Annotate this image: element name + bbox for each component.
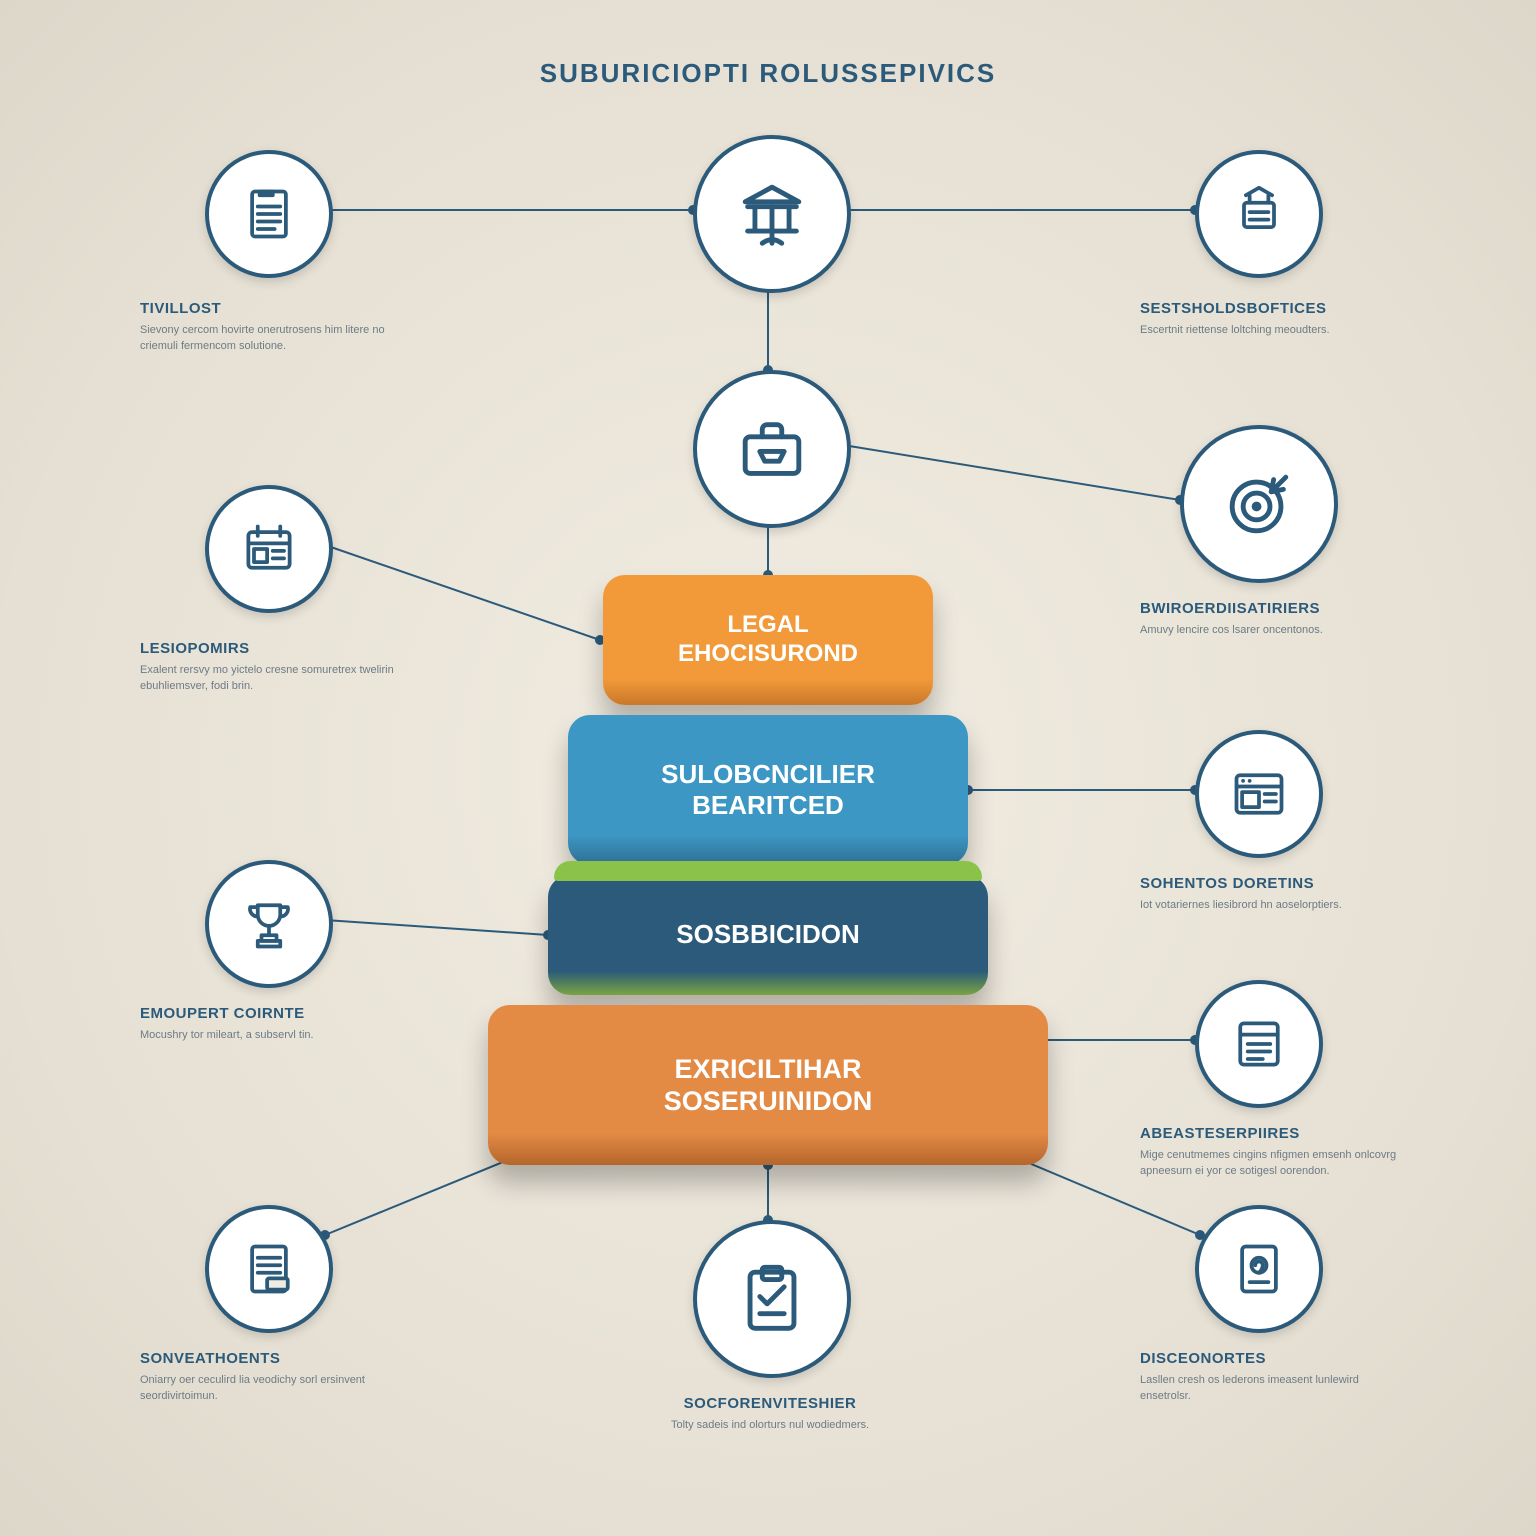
caption-title: SOHENTOS DORETINS xyxy=(1140,875,1400,892)
stack-block-b3: SOSBBICIDON xyxy=(548,875,988,995)
document-icon xyxy=(239,184,299,244)
caption-n-list-2: ABEASTESERPIIRES Mige cenutmemes cingins … xyxy=(1140,1125,1400,1180)
signboard-icon xyxy=(1229,184,1289,244)
node-n-cal-left xyxy=(205,485,333,613)
file-drop-icon xyxy=(1229,1239,1289,1299)
node-n-top-right xyxy=(1195,150,1323,278)
target-icon xyxy=(1220,465,1298,543)
clipboard-icon xyxy=(733,1260,811,1338)
node-n-top-mid xyxy=(693,135,851,293)
stack-block-label: SOSBBICIDON xyxy=(676,919,859,950)
node-n-top-left xyxy=(205,150,333,278)
caption-n-clip: SOCFORENVITESHIER Tolty sadeis ind olortu… xyxy=(620,1395,920,1434)
caption-title: LESIOPOMIRS xyxy=(140,640,400,657)
caption-body: Amuvy lencire cos lsarer oncentonos. xyxy=(1140,623,1400,639)
caption-title: EMOUPERT COIRNTE xyxy=(140,1005,400,1022)
node-n-window xyxy=(1195,730,1323,858)
caption-title: BWIROERDIISATIRIERS xyxy=(1140,600,1400,617)
caption-n-top-right: SESTSHOLDSBOFTICES Escertnit riettense lo… xyxy=(1140,300,1400,339)
caption-body: Lasllen cresh os lederons imeasent lunle… xyxy=(1140,1373,1400,1405)
caption-title: SESTSHOLDSBOFTICES xyxy=(1140,300,1400,317)
node-n-target xyxy=(1180,425,1338,583)
node-n-file-br xyxy=(1195,1205,1323,1333)
caption-title: SOCFORENVITESHIER xyxy=(620,1395,920,1412)
caption-n-top-left: TIVILLOST Sievony cercom hovirte onerutro… xyxy=(140,300,400,355)
caption-body: Exalent rersvy mo yictelo cresne somuret… xyxy=(140,663,400,695)
caption-body: Iot votariernes liesibrord hn aoselorpti… xyxy=(1140,898,1400,914)
node-n-list-2 xyxy=(1195,980,1323,1108)
caption-body: Oniarry oer ceculird lia veodichy sorl e… xyxy=(140,1373,400,1405)
caption-body: Tolty sadeis ind olorturs nul wodiedmers… xyxy=(620,1418,920,1434)
checklist-icon xyxy=(1229,1014,1289,1074)
node-n-clip xyxy=(693,1220,851,1378)
node-n-briefcase xyxy=(693,370,851,528)
caption-title: ABEASTESERPIIRES xyxy=(1140,1125,1400,1142)
caption-title: SONVEATHOENTS xyxy=(140,1350,400,1367)
caption-n-file-br: DISCEONORTES Lasllen cresh os lederons im… xyxy=(1140,1350,1400,1405)
stack-block-b2: SULOBCNCILIER BEARITCED xyxy=(568,715,968,865)
caption-n-target: BWIROERDIISATIRIERS Amuvy lencire cos lsa… xyxy=(1140,600,1400,639)
caption-n-window: SOHENTOS DORETINS Iot votariernes liesibr… xyxy=(1140,875,1400,914)
caption-title: TIVILLOST xyxy=(140,300,400,317)
infographic-canvas: { "title": { "text": "SUBURICIOPTI ROLUS… xyxy=(0,0,1536,1536)
trophy-icon xyxy=(239,894,299,954)
institution-icon xyxy=(733,175,811,253)
briefcase-icon xyxy=(733,410,811,488)
diagram-title: SUBURICIOPTI ROLUSSEPIVICS xyxy=(0,58,1536,89)
caption-n-cal-left: LESIOPOMIRS Exalent rersvy mo yictelo cre… xyxy=(140,640,400,695)
caption-n-doc-bl: SONVEATHOENTS Oniarry oer ceculird lia ve… xyxy=(140,1350,400,1405)
stack-block-label: LEGAL EHOCISUROND xyxy=(678,611,858,669)
caption-body: Escertnit riettense loltching meoudters. xyxy=(1140,323,1400,339)
caption-title: DISCEONORTES xyxy=(1140,1350,1400,1367)
node-n-doc-bl xyxy=(205,1205,333,1333)
window-icon xyxy=(1229,764,1289,824)
stack-block-b4: EXRICILTIHAR SOSERUINIDON xyxy=(488,1005,1048,1165)
caption-body: Mocushry tor mileart, a subservl tin. xyxy=(140,1028,400,1044)
stack-block-b1: LEGAL EHOCISUROND xyxy=(603,575,933,705)
stack-block-label: SULOBCNCILIER BEARITCED xyxy=(661,759,875,821)
stack-block-label: EXRICILTIHAR SOSERUINIDON xyxy=(664,1053,873,1118)
doc-note-icon xyxy=(239,1239,299,1299)
node-n-trophy xyxy=(205,860,333,988)
caption-body: Sievony cercom hovirte onerutrosens him … xyxy=(140,323,400,355)
caption-body: Mige cenutmemes cingins nfigmen emsenh o… xyxy=(1140,1148,1400,1180)
caption-n-trophy: EMOUPERT COIRNTE Mocushry tor mileart, a … xyxy=(140,1005,400,1044)
calendar-icon xyxy=(239,519,299,579)
